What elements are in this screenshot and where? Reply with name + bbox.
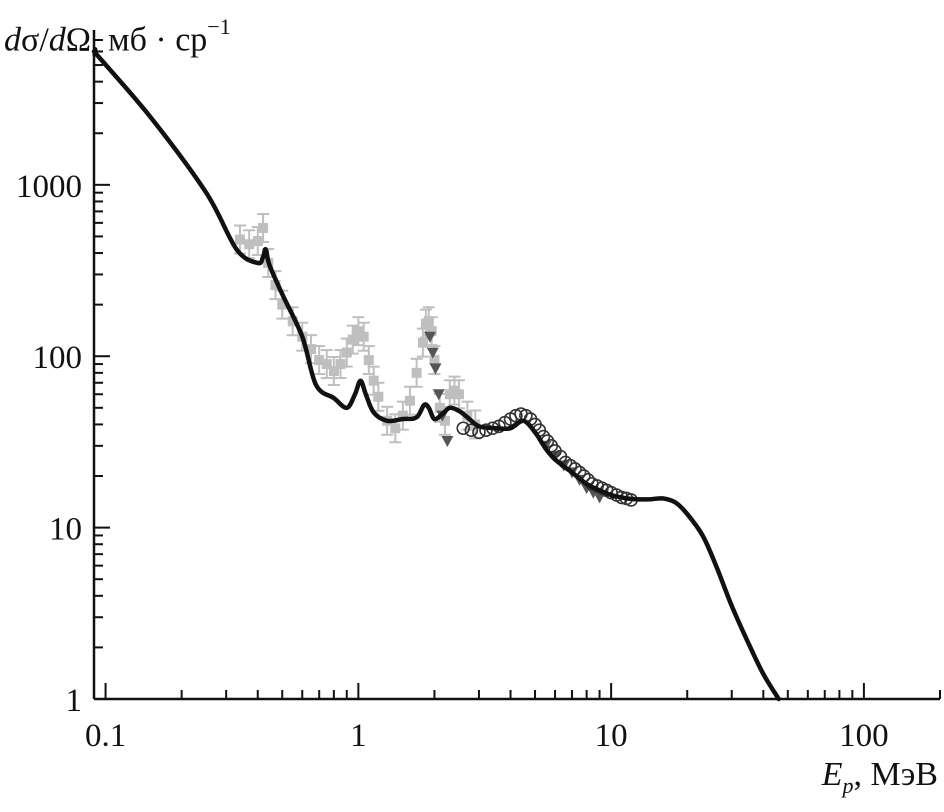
gray-marker <box>417 337 428 348</box>
gray-marker <box>353 326 364 337</box>
gray-marker <box>270 280 281 291</box>
x-tick-label: 100 <box>839 718 889 754</box>
y-tick-label: 10 <box>49 512 82 548</box>
y-tick-label: 100 <box>33 340 83 376</box>
gray-marker <box>426 326 437 337</box>
gray-marker <box>368 375 379 386</box>
gray-marker <box>397 410 408 421</box>
triangle-marker <box>432 389 445 401</box>
y-axis-label-slash: / <box>39 21 49 59</box>
gray-data-point <box>313 345 326 376</box>
gray-marker <box>328 365 339 376</box>
x-axis-label-subscript: p <box>842 772 854 798</box>
y-axis-label-exponent: −1 <box>207 14 231 39</box>
gray-data-point <box>410 357 423 388</box>
y-axis-label-d1: d <box>4 21 21 59</box>
gray-marker <box>341 347 352 358</box>
gray-marker <box>258 222 269 233</box>
gray-data-point <box>257 212 270 243</box>
theory-curve <box>91 49 781 702</box>
x-tick-label: 10 <box>595 718 628 754</box>
triangle-marker <box>423 331 436 343</box>
gray-marker <box>277 299 288 310</box>
gray-marker <box>314 355 325 366</box>
gray-marker <box>423 316 434 327</box>
triangle-marker <box>441 436 454 448</box>
gray-marker <box>439 415 450 426</box>
y-axis-label-d2: d <box>48 21 66 59</box>
x-axis-label-unit: , МэВ <box>853 756 938 793</box>
gray-marker <box>347 334 358 345</box>
circle-marker <box>456 421 471 436</box>
x-tick-label: 0.1 <box>85 718 126 754</box>
gray-marker <box>287 316 298 327</box>
x-axis-label-symbol: E <box>821 756 843 793</box>
data-layer <box>91 49 781 702</box>
circle-marker <box>464 423 479 438</box>
gray-data-point <box>320 349 333 380</box>
gray-marker <box>411 367 422 378</box>
x-tick-label: 1 <box>350 718 367 754</box>
gray-marker <box>335 359 346 370</box>
gray-marker <box>363 355 374 366</box>
y-axis-label-omega: Ω <box>65 21 92 59</box>
gray-marker <box>306 344 317 355</box>
y-axis-label-sigma: σ <box>21 21 40 59</box>
gray-marker <box>244 239 255 250</box>
triangle-marker <box>429 363 442 375</box>
gray-marker <box>434 402 445 413</box>
y-tick-label: 1000 <box>16 169 82 205</box>
y-axis-label-unit: , мб · ср <box>91 21 208 59</box>
gray-marker <box>234 234 245 245</box>
gray-marker <box>453 389 464 400</box>
gray-marker <box>358 331 369 342</box>
y-tick-label: 1 <box>66 683 83 719</box>
gray-marker <box>321 359 332 370</box>
y-axis-label: dσ/dΩ, мб · ср−1 <box>4 14 231 59</box>
gray-data-point <box>327 355 340 386</box>
triangle-marker <box>426 347 439 359</box>
gray-marker <box>390 423 401 434</box>
gray-marker <box>429 355 440 366</box>
gray-data-point <box>346 324 359 355</box>
gray-marker <box>373 391 384 402</box>
gray-marker <box>404 395 415 406</box>
gray-data-point <box>403 385 416 416</box>
x-axis-label: Ep, МэВ <box>822 756 938 799</box>
